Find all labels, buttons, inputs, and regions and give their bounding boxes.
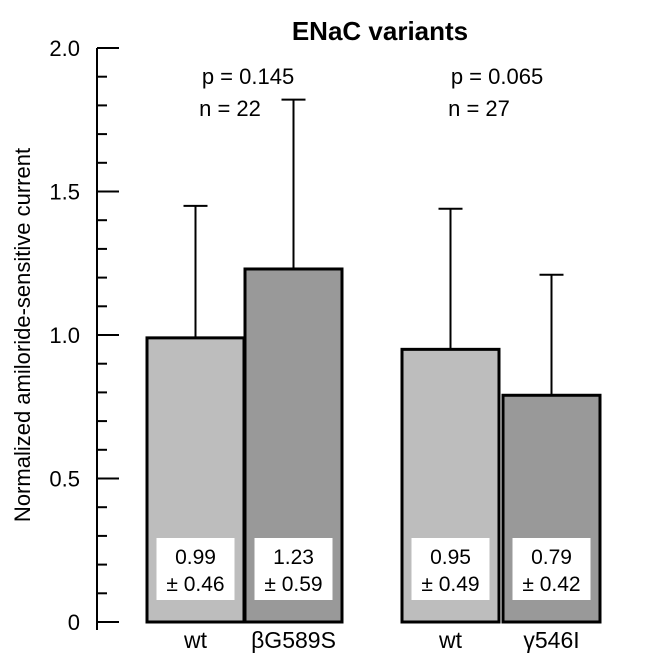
p-value-label: p = 0.145 [202, 64, 294, 89]
x-category-label: βG589S [251, 627, 336, 653]
bar-group-item: 0.99 ± 0.46 wt [145, 204, 246, 653]
chart-title: ENaC variants [292, 16, 468, 46]
y-axis-label: Normalized amiloride-sensitive current [10, 148, 35, 522]
y-axis-ticks: 0 0.5 1.0 1.5 2.0 [49, 36, 119, 635]
bar-value-mean: 1.23 [273, 546, 314, 569]
bar-value-mean: 0.79 [531, 546, 572, 569]
n-count-label: n = 27 [448, 96, 510, 121]
group-stats: p = 0.145 n = 22 p = 0.065 n = 27 [199, 64, 543, 121]
p-value-label: p = 0.065 [451, 64, 543, 89]
bar-value-mean: 0.95 [430, 546, 471, 569]
x-category-label: wt [183, 627, 208, 653]
y-tick-label: 0.5 [49, 467, 80, 492]
y-tick-label: 1.0 [49, 323, 80, 348]
bar-group-item: 1.23 ± 0.59 βG589S [243, 98, 344, 653]
bar-value-sd: ± 0.49 [421, 573, 479, 596]
bar-value-sd: ± 0.42 [522, 573, 580, 596]
bar-value-sd: ± 0.59 [264, 573, 322, 596]
value-label-box [411, 538, 490, 600]
n-count-label: n = 22 [199, 96, 261, 121]
y-tick-label: 0 [68, 610, 80, 635]
bar-value-sd: ± 0.46 [166, 573, 224, 596]
bar-value-mean: 0.99 [175, 546, 216, 569]
value-label-box [254, 538, 333, 600]
bar-group-item: 0.95 ± 0.49 wt [400, 207, 501, 653]
x-category-label: wt [438, 627, 463, 653]
bar-group-item: 0.79 ± 0.42 γ546I [501, 273, 602, 653]
value-label-box [156, 538, 235, 600]
x-category-label: γ546I [523, 627, 579, 653]
value-label-box [512, 538, 591, 600]
y-tick-label: 2.0 [49, 36, 80, 61]
y-tick-label: 1.5 [49, 180, 80, 205]
bars: 0.99 ± 0.46 wt 1.23 ± 0.59 βG589S 0.95 ± 0.49 wt… [145, 98, 602, 653]
